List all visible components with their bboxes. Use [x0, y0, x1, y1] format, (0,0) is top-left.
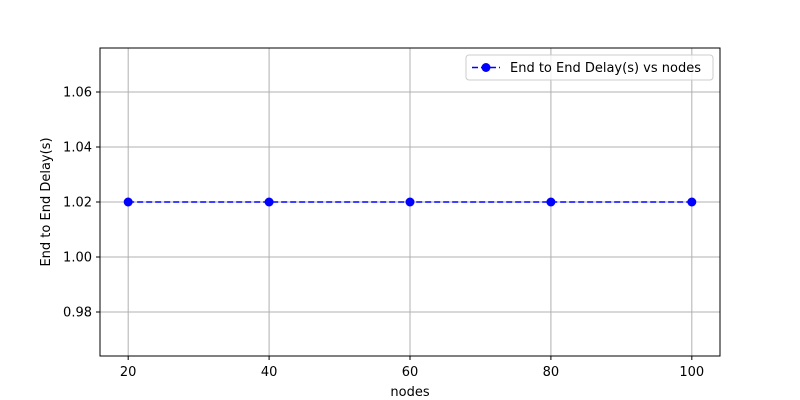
- legend-entry-label: End to End Delay(s) vs nodes: [510, 61, 701, 76]
- y-tick-label: 1.06: [63, 86, 92, 101]
- legend-marker-swatch: [481, 63, 491, 72]
- series-group: [123, 197, 697, 207]
- data-point-80: [546, 197, 556, 207]
- x-tick-label: 80: [543, 365, 560, 380]
- x-axis-ticks: 20 40 60 80 100: [120, 356, 704, 380]
- y-tick-label: 1.02: [63, 196, 92, 211]
- data-point-40: [264, 197, 274, 207]
- legend: End to End Delay(s) vs nodes: [465, 54, 714, 81]
- x-tick-label: 100: [679, 365, 704, 380]
- y-tick-label: 1.04: [63, 141, 92, 156]
- x-tick-label: 40: [261, 365, 278, 380]
- legend-box: [465, 54, 714, 81]
- x-tick-label: 60: [402, 365, 419, 380]
- y-tick-label: 1.00: [63, 251, 92, 266]
- y-axis-label: End to End Delay(s): [39, 137, 54, 266]
- x-tick-label: 20: [120, 365, 137, 380]
- y-tick-label: 0.98: [63, 306, 92, 321]
- data-point-60: [405, 197, 415, 207]
- data-point-100: [687, 197, 697, 207]
- x-axis-label: nodes: [390, 385, 429, 400]
- data-point-20: [123, 197, 133, 207]
- y-axis-ticks: 0.98 1.00 1.02 1.04 1.06: [63, 86, 100, 321]
